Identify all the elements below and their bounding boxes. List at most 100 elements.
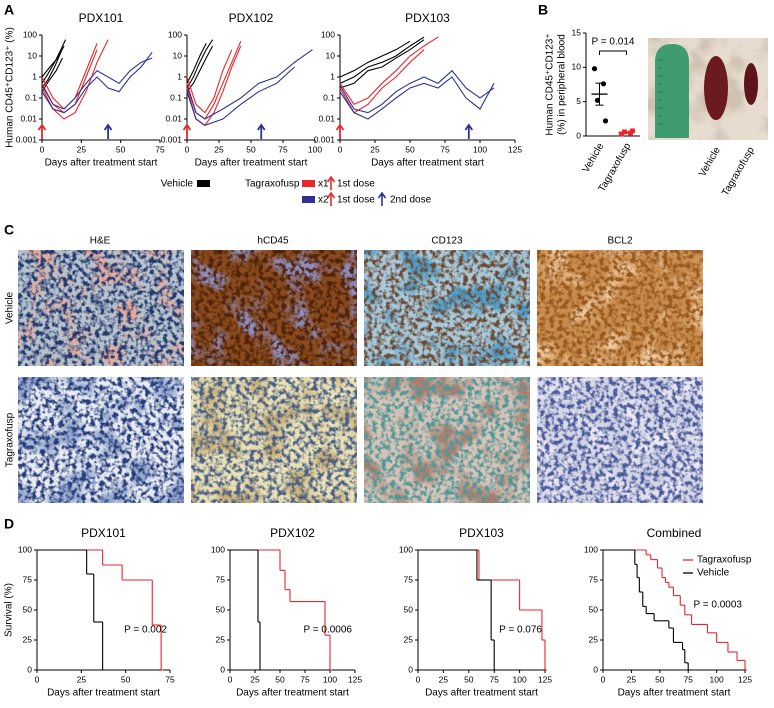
x-tick-label: 25 <box>627 674 637 684</box>
chart-title: PDX102 <box>229 11 274 25</box>
y-tick-label: 0.1 <box>25 92 37 102</box>
data-point <box>630 128 635 134</box>
data-line <box>339 49 425 114</box>
legend-arrow <box>326 191 336 206</box>
data-line <box>339 40 411 78</box>
x-tick-label: 25 <box>214 144 224 154</box>
y-tick-label: 100 <box>168 29 182 39</box>
data-line <box>41 39 67 84</box>
y-tick-label: 5 <box>576 96 581 106</box>
data-line <box>186 39 214 89</box>
row-label: Vehicle <box>5 291 16 324</box>
y-tick-label: 100 <box>18 544 32 554</box>
column-label: CD123 <box>431 236 463 247</box>
x-tick-label: 100 <box>473 144 487 154</box>
y-tick-label: 1 <box>330 71 335 81</box>
y-tick-label: 10 <box>326 50 336 60</box>
y-tick-label: 75 <box>216 574 226 584</box>
y-tick-label: 100 <box>584 544 598 554</box>
legend-arrow <box>377 191 387 206</box>
x-tick-label: 25 <box>77 144 87 154</box>
column-label: hCD45 <box>257 236 289 247</box>
spleen-photo: Vehicle Tagraxofusp <box>648 38 768 198</box>
x-tick-label: 125 <box>508 144 522 154</box>
dose-arrow <box>464 123 474 139</box>
x-tick-label: 75 <box>155 144 165 154</box>
y-tick-label: 25 <box>589 634 599 644</box>
x-tick-label: 125 <box>348 674 362 684</box>
y-tick-label: 0.01 <box>165 113 182 123</box>
data-point <box>602 118 609 124</box>
x-tick-label: 0 <box>40 144 45 154</box>
y-tick-label: 0.001 <box>161 134 183 144</box>
data-line <box>41 45 65 78</box>
chart-title: Combined <box>647 526 702 540</box>
y-tick-label: 0.001 <box>16 134 38 144</box>
x-tick-label: Vehicle <box>581 141 607 175</box>
histology-grid: H&E hCD45 CD123 BCL2 Vehicle Tagraxofusp <box>5 236 703 503</box>
data-line <box>186 66 295 126</box>
x-axis-label: Days after treatment start <box>236 688 349 699</box>
x-axis-label: Days after treatment start <box>618 688 731 699</box>
data-line <box>339 36 425 84</box>
legend-label: x1 <box>318 179 329 190</box>
y-tick-label: 1 <box>32 71 37 81</box>
data-line <box>339 39 425 89</box>
spleen <box>744 63 758 105</box>
x-tick-label: 0 <box>228 674 233 684</box>
data-point <box>619 131 624 137</box>
legend-label: 2nd dose <box>390 195 432 206</box>
y-tick-label: 0.1 <box>323 92 335 102</box>
x-axis-label: Days after treatment start <box>195 158 308 169</box>
y-tick-label: 0 <box>593 664 598 674</box>
histology-texture <box>18 250 184 366</box>
legend-label: 1st dose <box>337 179 375 190</box>
x-tick-label: 100 <box>308 144 322 154</box>
x-tick-label: 25 <box>370 144 380 154</box>
histology-texture <box>537 377 703 503</box>
x-tick-label: 100 <box>710 674 724 684</box>
p-value: P = 0.014 <box>592 37 635 48</box>
panel-a-legend: Vehicle Tagraxofusp x1 1st dose x2 1st d… <box>161 175 432 206</box>
p-value: P = 0.002 <box>124 625 167 636</box>
legend-label: Vehicle <box>697 568 730 579</box>
data-line <box>186 49 313 120</box>
y-tick-label: 75 <box>404 574 414 584</box>
y-tick-label: 50 <box>23 604 33 614</box>
x-tick-label: 50 <box>464 674 474 684</box>
dose-arrow <box>335 123 345 139</box>
spleen <box>704 56 728 120</box>
x-tick-label: 25 <box>77 674 87 684</box>
x-tick-label: 50 <box>121 674 131 684</box>
legend-swatch <box>302 180 315 187</box>
y-tick-label: 10 <box>173 50 183 60</box>
photo-label: Vehicle <box>697 145 723 179</box>
data-point <box>591 66 598 72</box>
histology-texture <box>364 377 530 503</box>
column-label: H&E <box>90 236 111 247</box>
y-tick-label: 100 <box>399 544 413 554</box>
legend-swatch <box>302 196 315 203</box>
legend-swatch <box>197 180 210 187</box>
y-tick-label: 1 <box>177 71 182 81</box>
x-tick-label: 50 <box>275 674 285 684</box>
data-line <box>41 51 153 114</box>
chart-title: PDX103 <box>405 11 450 25</box>
legend-label: Tagraxofusp <box>697 555 752 566</box>
x-tick-label: 0 <box>338 144 343 154</box>
chart: 0 25 50 75 100 0 25 50 75 PDX101 Days after treatm… <box>4 526 175 698</box>
ruler <box>655 44 689 138</box>
x-tick-label: 75 <box>165 674 175 684</box>
x-tick-label: 0 <box>601 674 606 684</box>
panel-letter: C <box>4 222 14 238</box>
y-tick-label: 100 <box>23 29 37 39</box>
x-tick-label: 75 <box>278 144 288 154</box>
row-label: Tagraxofusp <box>5 412 16 467</box>
histology-texture <box>191 377 357 503</box>
dose-arrow <box>257 123 266 139</box>
x-tick-label: 100 <box>513 674 527 684</box>
panel-letter: D <box>4 516 14 532</box>
p-value: P = 0.076 <box>499 625 542 636</box>
x-tick-label: 50 <box>405 144 415 154</box>
